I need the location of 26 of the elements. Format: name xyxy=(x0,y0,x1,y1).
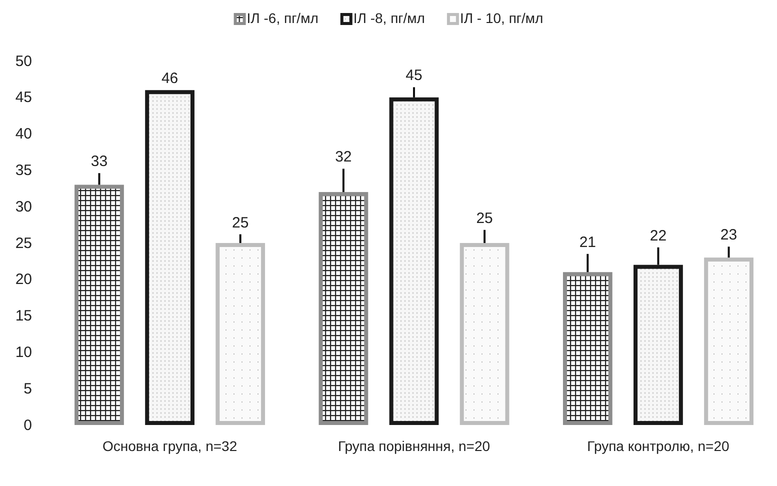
y-tick-label: 0 xyxy=(24,416,32,434)
data-label: 21 xyxy=(579,234,596,251)
legend-label: ІЛ - 10, пг/мл xyxy=(460,10,544,26)
y-tick-label: 15 xyxy=(15,308,32,325)
y-tick-label: 40 xyxy=(15,126,32,143)
y-tick-label: 20 xyxy=(15,271,32,288)
y-tick-label: 30 xyxy=(15,198,32,216)
y-tick-label: 5 xyxy=(24,380,32,398)
data-label: 45 xyxy=(406,67,422,84)
data-label: 25 xyxy=(476,210,493,227)
data-label: 33 xyxy=(90,153,108,170)
data-label: 22 xyxy=(650,227,667,244)
y-tick-label: 25 xyxy=(15,234,32,252)
data-label: 25 xyxy=(232,214,249,232)
legend-label: ІЛ -6, пг/мл xyxy=(246,10,318,26)
y-tick-label: 45 xyxy=(15,89,32,106)
data-label: 46 xyxy=(161,70,178,88)
x-tick-label: Основна група, n=32 xyxy=(102,438,238,454)
data-label: 32 xyxy=(335,148,352,166)
y-tick-label: 35 xyxy=(15,162,32,179)
x-tick-label: Група контролю, n=20 xyxy=(587,438,730,454)
x-tick-label: Група порівняння, n=20 xyxy=(338,438,490,454)
y-tick-label: 10 xyxy=(15,344,32,361)
y-tick-label: 50 xyxy=(15,52,32,70)
legend-label: ІЛ -8, пг/мл xyxy=(353,10,425,26)
data-label: 23 xyxy=(720,226,738,244)
